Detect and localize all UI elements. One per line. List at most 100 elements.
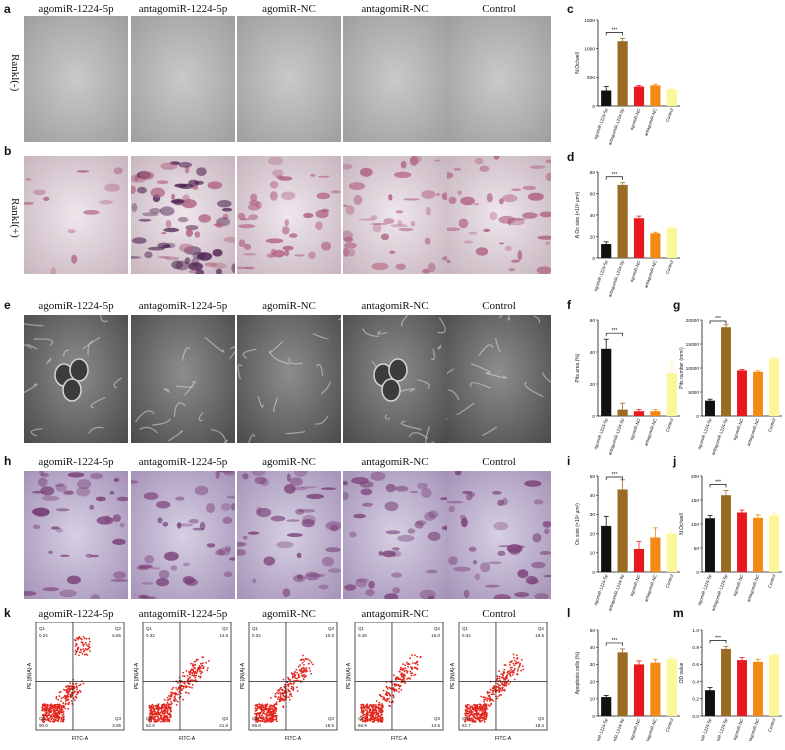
quadrant-label: 69.9 <box>252 723 261 728</box>
flow-x-axis-label: FITC-A <box>72 736 89 742</box>
quadrant-label: 18.5 <box>535 633 544 638</box>
panel-letter-j: j <box>673 454 677 468</box>
significance-label: *** <box>611 328 617 334</box>
x-tick-label: agomiR-1224-5p <box>697 573 713 606</box>
quadrant-label: Q4 <box>462 716 469 721</box>
y-tick-label: 0 <box>592 256 595 262</box>
significance-bracket <box>709 639 727 644</box>
quadrant-label: Q3 <box>222 716 229 721</box>
y-tick-label: 30 <box>590 512 596 518</box>
y-tick-label: 30 <box>590 662 596 668</box>
micrograph-e-antagomir-nc <box>343 315 447 443</box>
column-title-antagomir-nc: antagomiR-NC <box>361 300 429 312</box>
quadrant-label: Q2 <box>538 626 545 631</box>
flow-plot-control: Q1 0.34 Q2 18.5 Q4 62.7 Q3 18.4 FITC-A PE [(N)A]-… <box>450 622 548 742</box>
micrograph-h-antagomir-nc <box>343 471 447 599</box>
x-tick-label: antagomiR-NC <box>643 108 658 137</box>
flow-plot-agomir-nc: Q1 0.34 Q2 10.9 Q4 69.9 Q3 18.6 FITC-A PE [(N)A]-… <box>240 622 338 742</box>
quadrant-label: Q2 <box>222 626 229 631</box>
bar-antagomir-1224-5p <box>617 409 628 416</box>
y-axis-label: N.Oc/well <box>575 52 581 73</box>
quadrant-label: Q4 <box>146 716 153 721</box>
chart-i: 0 10 20 30 40 50 Oc size (×10³ µm²) agomiR-1224… <box>575 472 680 612</box>
x-tick-label: agomiR-NC <box>629 718 642 741</box>
x-tick-label: antagomiR-1224-5p <box>607 107 625 146</box>
micrograph-a-agomir-1224-5p <box>24 16 128 142</box>
x-tick-label: antagomiR-1224-5p <box>607 717 625 741</box>
bar-agomir-1224-5p <box>705 518 715 572</box>
y-tick-label: 1.0 <box>692 628 699 634</box>
flow-plot-antagomir-1224-5p: Q1 0.32 Q2 14.8 Q4 62.9 Q3 21.8 FITC-A PE [(N)A]-… <box>134 622 232 742</box>
bar-control <box>666 372 677 416</box>
micrograph-a-agomir-nc <box>237 16 341 142</box>
chart-d: 0 20 40 60 80 A.Oc size (×10³ µm²) agomiR-1224… <box>575 170 680 298</box>
y-axis-label: N.Oc/well <box>679 513 685 534</box>
panel-letter-i: i <box>567 454 571 468</box>
micrograph-h-agomir-nc <box>237 471 341 599</box>
panel-letter-g: g <box>673 298 681 312</box>
y-tick-label: 1000 <box>584 46 595 52</box>
bar-antagomir-1224-5p <box>617 41 628 106</box>
panel-letter-h: h <box>4 454 12 468</box>
y-tick-label: 0 <box>696 414 699 420</box>
flow-title-antagomir-1224-5p: antagomiR-1224-5p <box>138 608 228 620</box>
bar-antagomir-nc <box>753 661 763 716</box>
micrograph-b-antagomir-nc <box>343 156 447 274</box>
y-tick-label: 40 <box>590 350 596 356</box>
y-tick-label: 50 <box>694 546 700 552</box>
micrograph-b-control <box>447 156 551 274</box>
y-tick-label: 0 <box>696 570 699 576</box>
bar-antagomir-1224-5p <box>721 327 731 416</box>
bar-antagomir-1224-5p <box>617 184 628 258</box>
quadrant-label: 18.6 <box>325 723 334 728</box>
panel-letter-c: c <box>567 2 574 16</box>
bar-agomir-nc <box>633 411 645 416</box>
flow-y-axis-label: PE [(N)A]-A <box>450 662 456 689</box>
quadrant-label: 0.34 <box>462 633 471 638</box>
quadrant-label: 62.9 <box>146 723 155 728</box>
chart-c: 050010001500N.Oc/wellagomiR-1224-5pantag… <box>575 18 680 146</box>
y-tick-label: 0 <box>592 414 595 420</box>
row-label-rankl-pos: Rankl(+) <box>9 198 21 238</box>
x-tick-label: antagomiR-NC <box>746 418 761 447</box>
column-title-antagomir-1224-5p: antagomiR-1224-5p <box>138 300 228 312</box>
significance-bracket <box>709 320 727 324</box>
bar-antagomir-nc <box>650 537 661 572</box>
y-tick-label: 200 <box>691 474 699 480</box>
x-tick-label: agomiR-1224-5p <box>593 107 609 140</box>
panel-letter-f: f <box>567 298 571 312</box>
column-title-antagomir-nc: antagomiR-NC <box>361 456 429 468</box>
micrograph-a-antagomir-nc <box>343 16 447 142</box>
panel-letter-l: l <box>567 606 571 620</box>
y-tick-label: 20 <box>590 234 596 240</box>
micrograph-b-agomir-1224-5p <box>24 156 128 274</box>
y-tick-label: 60 <box>590 191 596 197</box>
y-tick-label: 1500 <box>584 18 595 24</box>
significance-label: *** <box>715 316 721 322</box>
quadrant-label: Q3 <box>328 716 335 721</box>
panel-letter-k: k <box>4 606 11 620</box>
x-tick-label: agomiR-NC <box>629 574 642 597</box>
quadrant-label: Q4 <box>358 716 365 721</box>
panel-letter-b: b <box>4 144 12 158</box>
flow-x-axis-label: FITC-A <box>495 736 512 742</box>
chart-g: 0 5000 10000 15000 20000 Pits number (mm²) ago… <box>679 316 782 456</box>
y-axis-label: Pits number (mm²) <box>679 347 685 389</box>
y-tick-label: 80 <box>590 170 596 176</box>
x-tick-label: Control <box>767 718 777 733</box>
bar-agomir-nc <box>633 664 645 716</box>
y-axis-label: A.Oc size (×10³ µm²) <box>575 191 581 238</box>
bar-agomir-nc <box>737 512 747 572</box>
y-tick-label: 10 <box>590 697 596 703</box>
x-tick-label: agomiR-1224-5p <box>593 417 609 450</box>
quadrant-label: 18.4 <box>535 723 544 728</box>
y-tick-label: 0.2 <box>692 697 699 703</box>
x-tick-label: antagomiR-1224-5p <box>710 417 728 456</box>
x-tick-label: Control <box>665 718 675 733</box>
significance-label: *** <box>715 479 721 485</box>
micrograph-e-agomir-1224-5p <box>24 315 128 443</box>
bar-antagomir-1224-5p <box>617 489 628 572</box>
column-title-agomir-nc: agomiR-NC <box>262 300 316 312</box>
bar-antagomir-nc <box>650 662 661 716</box>
y-tick-label: 0.4 <box>692 679 699 685</box>
